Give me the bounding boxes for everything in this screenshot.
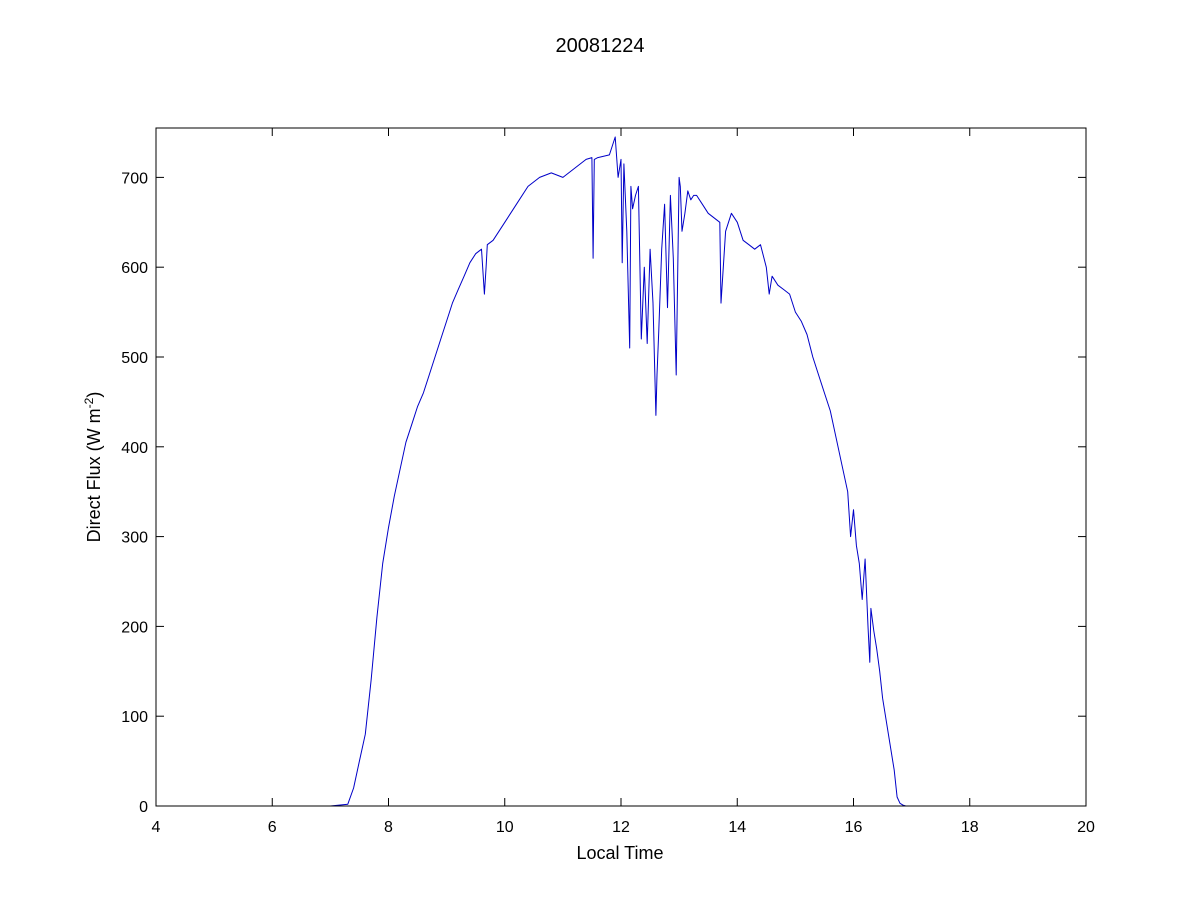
- y-tick-label: 500: [121, 350, 148, 367]
- y-tick-labels: 0 100 200 300 400 500 600 700: [121, 170, 148, 816]
- x-tick-label: 18: [961, 819, 979, 836]
- y-tick-label: 600: [121, 260, 148, 277]
- y-tick-label: 300: [121, 530, 148, 547]
- direct-flux-line: [156, 136, 1046, 807]
- x-tick-label: 20: [1077, 819, 1095, 836]
- axes-frame: [155, 127, 1087, 807]
- x-tick-labels: 4 6 8 10 12 14 16 18 20: [152, 819, 1095, 836]
- x-tick-label: 8: [384, 819, 393, 836]
- x-axis-label: Local Time: [576, 843, 663, 863]
- x-tick-label: 14: [728, 819, 746, 836]
- y-axis-label-superscript: -2: [82, 397, 96, 408]
- x-tick-label: 6: [268, 819, 277, 836]
- y-axis-label: Direct Flux (W m-2): [82, 392, 104, 543]
- y-tick-label: 700: [121, 170, 148, 187]
- plot-area: [156, 128, 1086, 806]
- series-layer: [156, 136, 1046, 807]
- y-axis-label-main: Direct Flux (W m: [84, 408, 104, 542]
- chart-title: 20081224: [556, 35, 645, 57]
- x-tick-label: 16: [845, 819, 863, 836]
- y-tick-label: 0: [139, 799, 148, 816]
- y-tick-label: 200: [121, 619, 148, 636]
- y-tick-label: 100: [121, 709, 148, 726]
- x-tick-label: 10: [496, 819, 514, 836]
- y-tick-label: 400: [121, 440, 148, 457]
- y-axis-label-close: ): [84, 392, 104, 398]
- x-tick-label: 4: [152, 819, 161, 836]
- x-tick-label: 12: [612, 819, 630, 836]
